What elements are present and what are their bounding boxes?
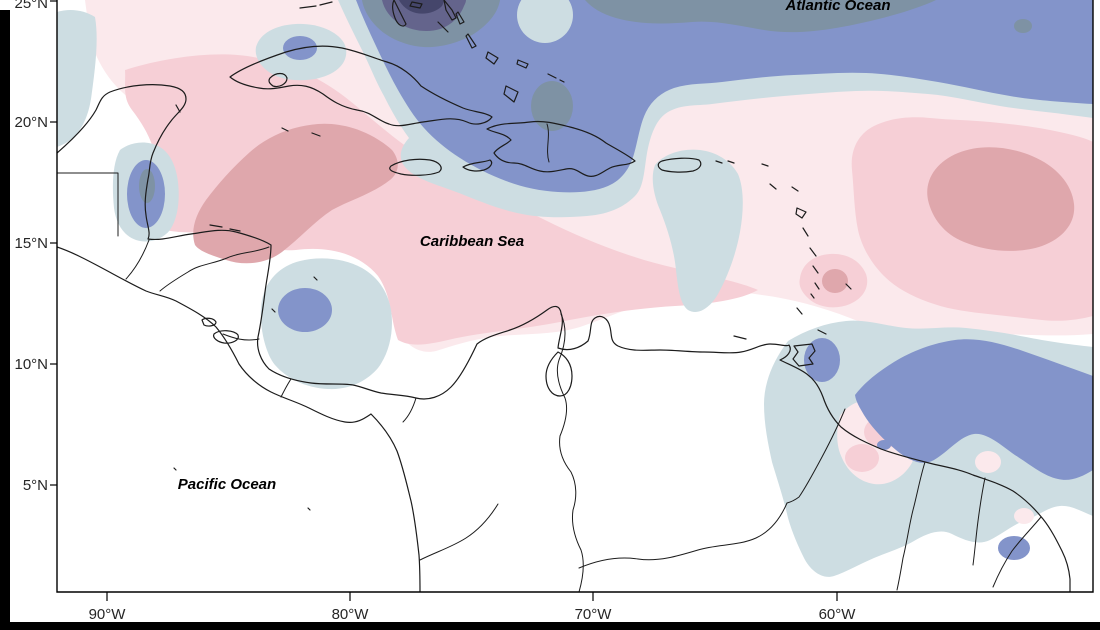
contour-gray-east-dot bbox=[1014, 19, 1032, 33]
caribbean-sea-label: Caribbean Sea bbox=[420, 233, 524, 250]
y-axis-labels: 25°N 20°N 15°N 10°N 5°N bbox=[14, 0, 48, 494]
contour-pale-cyan-pr-streak bbox=[652, 149, 743, 313]
contour-pale-pink-fr-guiana bbox=[1014, 508, 1034, 524]
coastline-cuba bbox=[229, 45, 493, 127]
contour-rose-west bbox=[193, 123, 398, 264]
contour-pink-west-caribbean bbox=[125, 54, 758, 345]
x-axis bbox=[106, 592, 838, 601]
contour-pale-cyan-sw-caribbean bbox=[260, 258, 392, 390]
contour-pale-pink-suriname bbox=[975, 451, 1001, 473]
map-frame bbox=[56, 0, 1094, 593]
contour-periwinkle-southeast bbox=[855, 339, 1093, 480]
border-venezuela-guyana bbox=[786, 408, 846, 504]
border-panama-colombia bbox=[402, 397, 417, 423]
coastline-bahamas-islets bbox=[299, 0, 565, 103]
border-costa-rica-panama bbox=[280, 378, 292, 398]
pacific-ocean-label: Pacific Ocean bbox=[178, 476, 276, 493]
y-axis bbox=[50, 0, 57, 486]
left-edge-bar bbox=[0, 10, 10, 630]
atlantic-ocean-label: Atlantic Ocean bbox=[784, 0, 890, 14]
coastline-tiburon-peninsula bbox=[462, 159, 493, 172]
contour-rose-st-lucia-dot bbox=[822, 269, 848, 293]
border-fr-guiana-brazil bbox=[992, 516, 1042, 588]
border-colombia-south bbox=[419, 503, 499, 561]
coastline-pacific bbox=[57, 246, 421, 592]
border-venezuela-brazil bbox=[578, 502, 788, 569]
border-guyana-suriname bbox=[896, 461, 926, 591]
coastline-mainland-caribbean bbox=[57, 84, 1071, 592]
x-label-90w: 90°W bbox=[89, 606, 127, 623]
y-label-15n: 15°N bbox=[14, 235, 48, 252]
contour-periwinkle-guyana-dot bbox=[877, 440, 891, 450]
lake-nicaragua bbox=[201, 317, 239, 344]
bottom-edge-bar bbox=[0, 622, 1100, 630]
coastline-jamaica bbox=[389, 158, 442, 176]
contour-pale-cyan-top-notch bbox=[517, 0, 573, 43]
contour-pale-cyan-left-strip bbox=[57, 9, 97, 147]
border-colombia-venezuela bbox=[556, 313, 584, 592]
country-borders bbox=[57, 123, 1042, 592]
coastline-hispaniola bbox=[486, 120, 636, 177]
contour-pink-guyana-2 bbox=[845, 444, 879, 472]
border-haiti-dominican bbox=[546, 123, 550, 163]
y-label-10n: 10°N bbox=[14, 356, 48, 373]
contour-periwinkle-atlantic bbox=[356, 0, 1093, 193]
contour-periwinkle-trinidad bbox=[804, 338, 840, 382]
coastline-andros bbox=[392, 0, 407, 27]
coastline-lesser-antilles bbox=[715, 160, 852, 340]
border-honduras-nicaragua bbox=[159, 246, 270, 292]
border-nicaragua-costa-rica bbox=[222, 333, 260, 341]
coastlines bbox=[57, 0, 1071, 592]
lake-maracaibo bbox=[545, 351, 573, 397]
y-label-20n: 20°N bbox=[14, 114, 48, 131]
x-label-70w: 70°W bbox=[575, 606, 613, 623]
border-mexico-guatemala bbox=[57, 172, 119, 237]
y-label-5n: 5°N bbox=[23, 477, 48, 494]
coastline-isle-of-youth bbox=[268, 72, 288, 88]
coastline-small-islands bbox=[173, 104, 321, 511]
contour-gray-hispaniola-blob bbox=[531, 81, 573, 131]
coastline-puerto-rico bbox=[657, 157, 702, 173]
x-label-60w: 60°W bbox=[819, 606, 857, 623]
coastline-trinidad bbox=[792, 343, 816, 367]
contour-rose-east bbox=[927, 147, 1075, 251]
x-axis-labels: 90°W 80°W 70°W 60°W bbox=[89, 606, 857, 623]
x-label-80w: 80°W bbox=[332, 606, 370, 623]
contour-field: Atlantic Ocean Caribbean Sea Pacific Oce… bbox=[57, 0, 1093, 592]
contour-periwinkle-sw-core bbox=[278, 288, 332, 332]
border-guatemala-honduras bbox=[125, 239, 150, 280]
border-suriname-fr-guiana bbox=[972, 477, 986, 566]
contour-gray-top-band bbox=[585, 0, 936, 33]
contour-dark-core bbox=[399, 0, 444, 14]
y-label-25n: 25°N bbox=[14, 0, 48, 12]
